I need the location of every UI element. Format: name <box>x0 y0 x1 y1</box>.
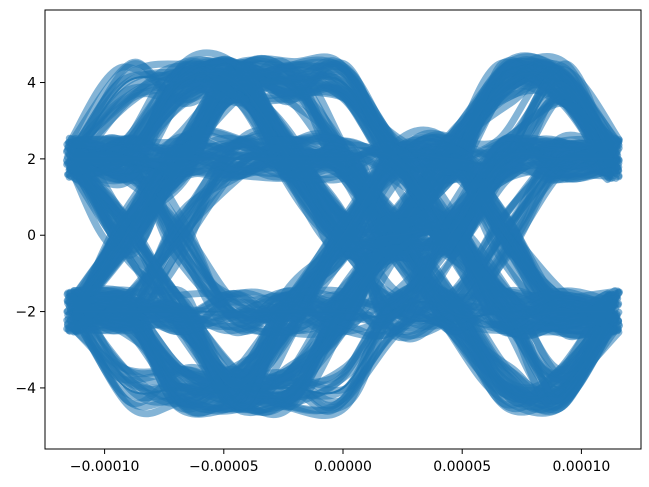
trace-line <box>72 137 619 337</box>
y-tick-label: −2 <box>15 305 36 321</box>
x-tick-label: 0.00010 <box>552 459 610 475</box>
trace-line <box>72 152 614 319</box>
y-tick-label: 4 <box>27 76 36 92</box>
x-axis: −0.00010 −0.00005 0.00000 0.00005 0.00010 <box>70 449 610 475</box>
traces-group <box>62 49 624 420</box>
y-axis: −4 −2 0 2 4 <box>15 76 45 397</box>
trace-line <box>68 291 610 408</box>
x-tick-label: −0.00010 <box>70 459 140 475</box>
trace-line <box>64 297 620 418</box>
y-tick-label: −4 <box>15 381 36 397</box>
trace-line <box>68 137 623 336</box>
trace-line <box>72 152 613 336</box>
y-tick-label: 0 <box>27 228 36 244</box>
x-tick-label: −0.00005 <box>189 459 259 475</box>
trace-line <box>72 301 614 399</box>
x-tick-label: 0.00005 <box>433 459 491 475</box>
trace-line <box>72 152 614 319</box>
x-tick-label: 0.00000 <box>314 459 372 475</box>
y-tick-label: 2 <box>27 152 36 168</box>
